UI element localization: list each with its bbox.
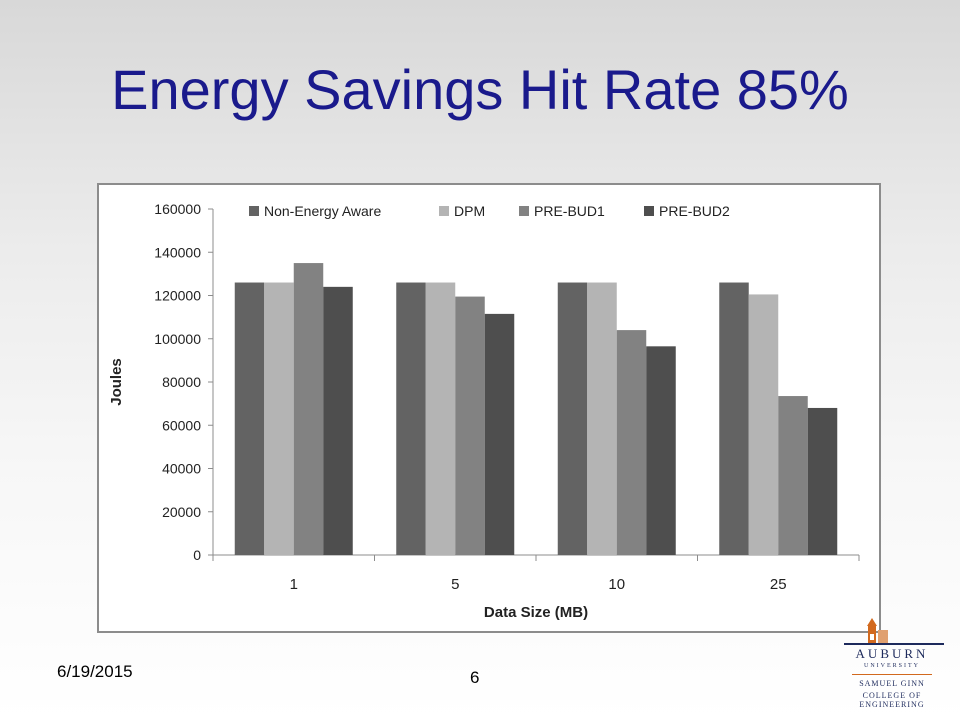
- chart-frame: 0 20000 40000 60000 80000 100000 120000 140000 1…: [97, 183, 881, 633]
- logo-college-line2: COLLEGE OF ENGINEERING: [859, 691, 925, 709]
- footer-date: 6/19/2015: [57, 662, 133, 681]
- bar: [719, 282, 749, 555]
- x-tick-label: 1: [290, 576, 298, 593]
- legend-label: Non-Energy Aware: [264, 203, 381, 219]
- bar: [587, 282, 617, 555]
- y-tick-label: 100000: [154, 331, 201, 347]
- bar: [778, 396, 808, 555]
- bar: [396, 282, 426, 555]
- y-tick-label: 160000: [154, 201, 201, 217]
- x-tick-label: 25: [770, 576, 787, 593]
- y-tick-label: 140000: [154, 244, 201, 260]
- university-logo: AUBURN UNIVERSITY SAMUEL GINN COLLEGE OF…: [838, 612, 948, 712]
- y-tick-label: 20000: [162, 504, 201, 520]
- y-axis-title: Joules: [108, 358, 125, 406]
- campus-building-icon: [844, 618, 944, 645]
- bar: [807, 407, 838, 555]
- page-number: 6: [470, 668, 480, 687]
- logo-divider: [852, 674, 932, 675]
- legend-swatch: [439, 206, 449, 216]
- bar: [748, 294, 779, 555]
- bar: [234, 282, 265, 555]
- logo-auburn-text: AUBURN: [855, 646, 929, 661]
- y-tick-label: 120000: [154, 288, 201, 304]
- logo-university-text: UNIVERSITY: [864, 663, 920, 669]
- bar: [646, 346, 676, 555]
- y-tick-label: 0: [193, 547, 201, 563]
- legend-swatch: [644, 206, 654, 216]
- y-tick-label: 40000: [162, 461, 201, 477]
- x-tick-label: 5: [451, 576, 459, 593]
- legend-label: PRE-BUD2: [659, 203, 730, 219]
- bar: [616, 330, 647, 555]
- legend-label: PRE-BUD1: [534, 203, 605, 219]
- legend-swatch: [249, 206, 259, 216]
- bar: [484, 313, 515, 555]
- legend-swatch: [519, 206, 529, 216]
- x-axis-title: Data Size (MB): [484, 604, 588, 621]
- bar: [425, 282, 456, 555]
- y-tick-label: 80000: [162, 374, 201, 390]
- slide-title: Energy Savings Hit Rate 85%: [111, 58, 849, 121]
- bar: [455, 296, 485, 555]
- bar: [323, 286, 353, 555]
- y-tick-label: 60000: [162, 417, 201, 433]
- logo-college-line1: SAMUEL GINN: [859, 679, 925, 688]
- bar: [557, 282, 588, 555]
- bar: [293, 263, 324, 555]
- bar-chart: 0 20000 40000 60000 80000 100000 120000 140000 1…: [108, 201, 860, 621]
- legend-label: DPM: [454, 203, 485, 219]
- bar: [264, 282, 294, 555]
- x-tick-label: 10: [608, 576, 625, 593]
